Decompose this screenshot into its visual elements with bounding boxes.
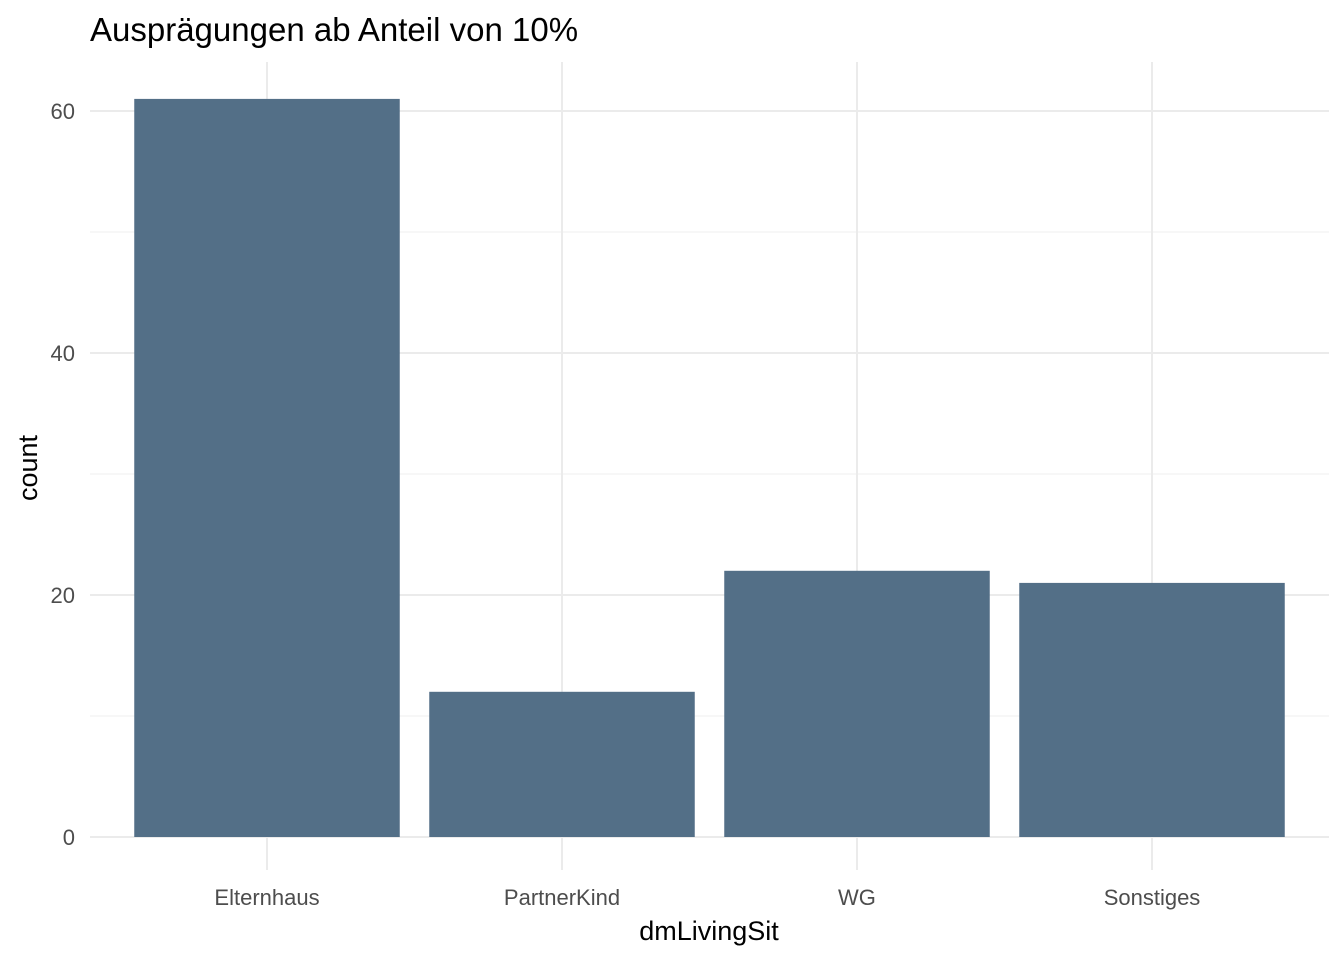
y-tick-label: 20	[51, 583, 75, 608]
y-tick-label: 60	[51, 99, 75, 124]
x-tick-label: Sonstiges	[1104, 885, 1201, 910]
bar-partnerkind	[429, 691, 695, 837]
x-tick-label: WG	[838, 885, 876, 910]
y-axis-ticks: 0 20 40 60	[51, 99, 75, 850]
x-tick-label: PartnerKind	[504, 885, 620, 910]
x-axis-ticks: Elternhaus PartnerKind WG Sonstiges	[214, 885, 1200, 910]
y-axis-title: count	[13, 434, 43, 501]
y-tick-label: 40	[51, 341, 75, 366]
x-tick-label: Elternhaus	[214, 885, 319, 910]
bar-wg	[724, 570, 990, 837]
bars	[134, 98, 1285, 837]
chart-title: Ausprägungen ab Anteil von 10%	[90, 11, 578, 48]
bar-elternhaus	[134, 98, 400, 837]
bar-sonstiges	[1019, 582, 1285, 837]
x-axis-title: dmLivingSit	[639, 916, 779, 946]
y-tick-label: 0	[63, 825, 75, 850]
